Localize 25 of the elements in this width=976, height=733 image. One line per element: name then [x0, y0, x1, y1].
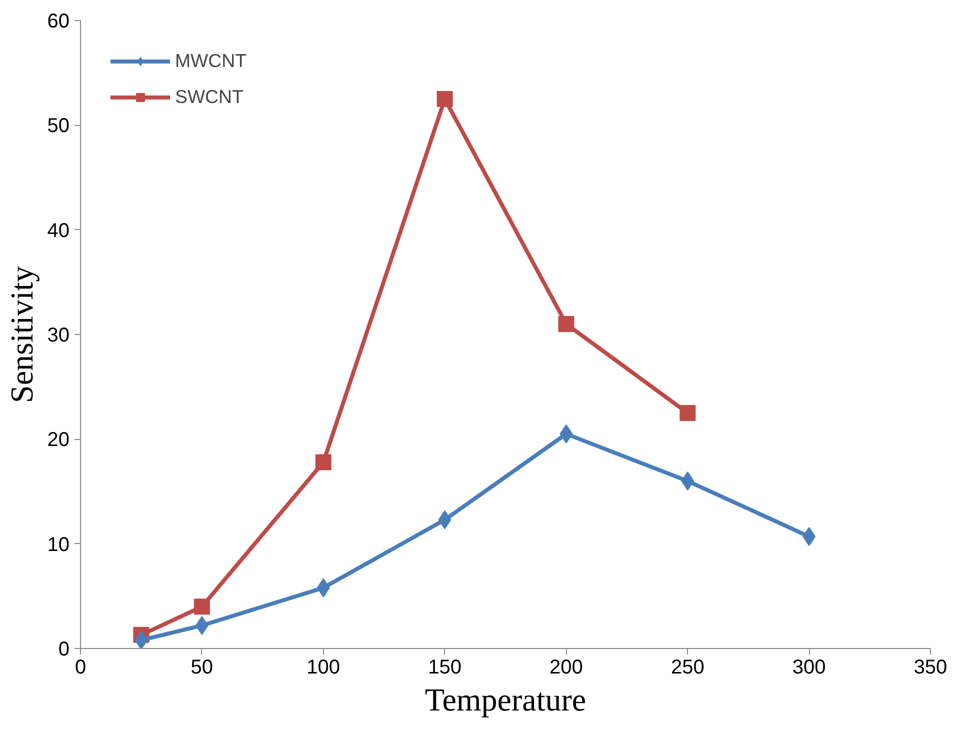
y-tick-label: 40 — [47, 220, 70, 242]
y-tick-label: 0 — [58, 638, 70, 660]
x-tick-label: 250 — [670, 656, 704, 678]
point — [134, 630, 148, 648]
x-axis-title: Temperature — [424, 682, 586, 718]
y-tick-label: 30 — [47, 324, 70, 346]
y-tick-label: 10 — [47, 534, 70, 556]
legend-label: SWCNT — [175, 86, 244, 108]
x-tick-label: 200 — [550, 656, 583, 678]
point — [194, 598, 210, 615]
legend-label: MWCNT — [175, 50, 246, 72]
y-tick-label: 20 — [47, 429, 70, 452]
x-tick-label: 150 — [428, 656, 462, 678]
x-tick-label: 100 — [306, 656, 340, 678]
x-tick-label: 350 — [914, 656, 948, 678]
point — [436, 91, 453, 107]
point — [680, 405, 696, 421]
x-tick-label: 300 — [792, 656, 826, 678]
y-tick-label: 50 — [47, 115, 70, 138]
y-axis-title: Sensitivity — [3, 266, 40, 403]
x-tick-label: 50 — [190, 656, 214, 678]
point — [558, 316, 574, 332]
x-tick-label: 0 — [74, 656, 86, 678]
y-tick-label: 60 — [47, 10, 70, 32]
point — [315, 454, 332, 470]
